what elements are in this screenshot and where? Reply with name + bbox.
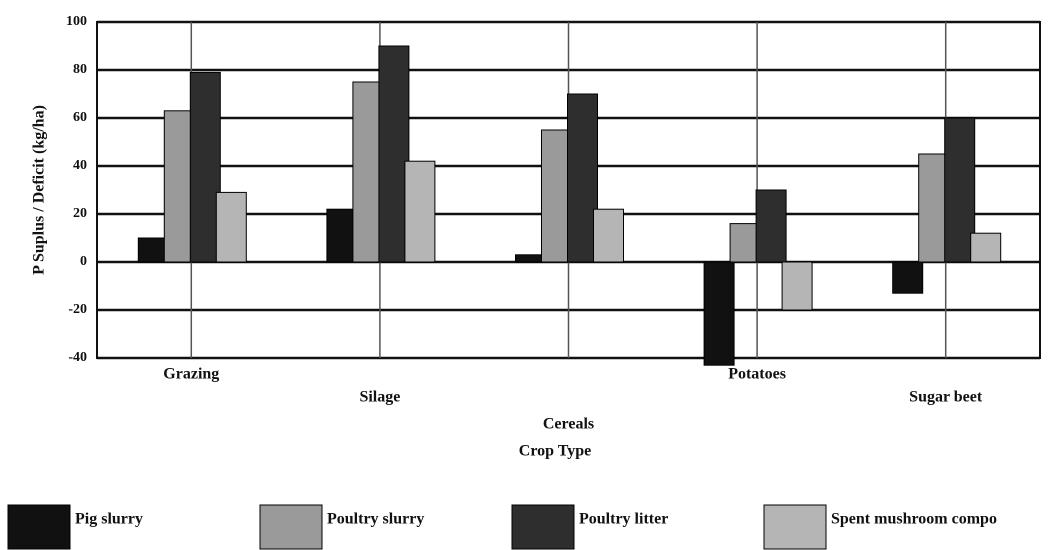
bar — [189, 71, 221, 263]
y-tick-label: 100 — [66, 14, 87, 29]
x-tick-label: Grazing — [163, 366, 219, 383]
bar — [970, 232, 1002, 263]
bar — [137, 237, 169, 263]
bar — [567, 93, 598, 263]
legend-label: Poultry litter — [579, 511, 668, 528]
bar — [326, 208, 358, 263]
legend-swatch — [511, 504, 575, 550]
bar — [163, 110, 195, 263]
legend-label: Spent mushroom compo — [831, 511, 997, 528]
bar — [215, 191, 247, 263]
bar — [729, 223, 761, 263]
legend-swatch — [7, 504, 71, 550]
y-tick-label: 80 — [73, 62, 87, 77]
bar — [918, 153, 950, 263]
legend-label: Pig slurry — [75, 511, 143, 528]
y-tick-label: 0 — [80, 254, 87, 269]
y-tick-label: -40 — [68, 350, 87, 365]
x-axis-title: Crop Type — [519, 443, 591, 460]
bar — [541, 129, 572, 263]
x-tick-label: Sugar beet — [909, 389, 983, 406]
y-axis-title: P Suplus / Deficit (kg/ha) — [31, 105, 48, 275]
legend-label: Poultry slurry — [327, 511, 424, 528]
bar — [944, 117, 976, 263]
bar — [703, 261, 735, 366]
x-tick-label: Cereals — [543, 416, 594, 433]
y-tick-label: 20 — [73, 206, 87, 221]
bar — [892, 261, 924, 294]
bar — [593, 208, 624, 263]
x-tick-label: Potatoes — [728, 366, 786, 383]
y-tick-label: 60 — [73, 110, 87, 125]
x-tick-label: Silage — [359, 389, 400, 406]
bar — [781, 261, 813, 311]
bar — [378, 45, 410, 263]
legend-swatch — [259, 504, 323, 550]
legend-swatch — [763, 504, 827, 550]
y-tick-label: 40 — [73, 158, 87, 173]
bar — [404, 160, 436, 263]
y-tick-label: -20 — [68, 302, 87, 317]
bar — [755, 189, 787, 263]
